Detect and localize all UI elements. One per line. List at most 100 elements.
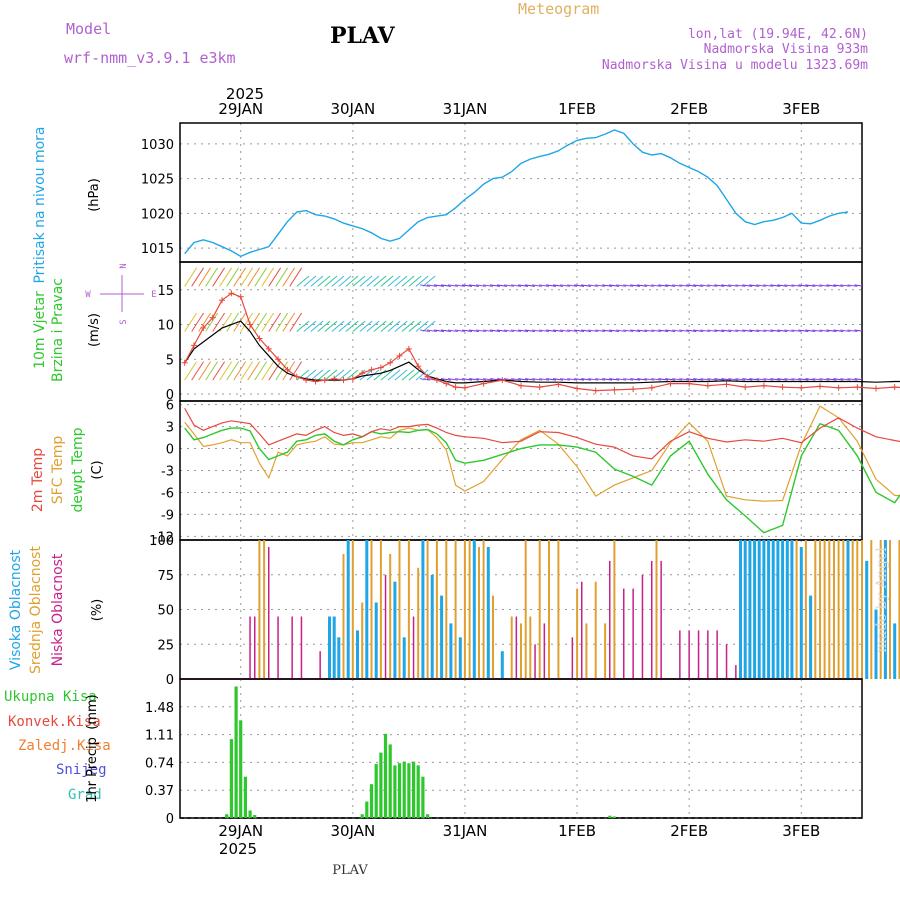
wind-arrow: [198, 267, 211, 287]
low-cloud-bar: [707, 630, 709, 679]
wind-arrow: [303, 275, 317, 287]
temp2m-line: [184, 408, 900, 460]
wind-arrow: [191, 361, 204, 381]
high-cloud-bar: [757, 540, 761, 679]
wind-arrow: [819, 284, 830, 287]
mid-cloud-bar: [833, 540, 835, 679]
wind-arrow: [812, 329, 823, 332]
mid-cloud-bar: [492, 595, 494, 679]
pressure-series-line: [184, 129, 849, 258]
top-day-label: 2FEB: [670, 100, 708, 118]
mid-cloud-bar: [468, 540, 471, 679]
ytick-label: 0: [166, 673, 174, 688]
wind-arrow: [826, 329, 837, 332]
wind-arrow: [770, 378, 781, 381]
low-cloud-bar: [609, 560, 611, 679]
wind-axis-title-2: Brzina i Pravac: [50, 278, 66, 382]
wind-arrow: [366, 369, 380, 381]
wind-arrow: [700, 329, 711, 332]
temp-axis-title-1: 2m Temp: [30, 448, 46, 512]
wind-arrow: [735, 284, 746, 287]
wind-arrow: [896, 285, 900, 286]
wind-arrow: [665, 378, 676, 381]
wind-arrow: [433, 329, 444, 332]
wind-arrow: [861, 284, 862, 286]
wind-arrow: [310, 369, 324, 381]
wind-arrow: [394, 320, 408, 332]
precip-bar: [225, 814, 229, 818]
wind-arrow: [567, 378, 578, 381]
wind-arrow: [777, 329, 788, 332]
wind-arrow: [408, 369, 422, 381]
wind-gust-marker: [405, 345, 412, 352]
wind-arrow: [247, 267, 261, 287]
model-label: Model: [66, 20, 111, 38]
mid-cloud-bar: [856, 540, 859, 679]
wind-arrow: [387, 369, 401, 381]
wind-arrow: [310, 320, 324, 332]
wind-arrow: [338, 275, 352, 287]
wind-arrow: [616, 284, 627, 287]
mid-cloud-bar: [478, 547, 480, 679]
cloud-panel: 0 25 50 75 100: [149, 534, 900, 688]
wind-arrow: [261, 361, 275, 381]
ytick-label: 75: [157, 569, 174, 584]
mid-cloud-bar: [870, 540, 873, 679]
wind-gust-marker: [200, 325, 207, 332]
high-cloud-bar: [790, 540, 794, 679]
wind-arrow: [408, 275, 422, 287]
mid-cloud-bar: [795, 540, 798, 679]
wind-arrow: [651, 329, 662, 332]
panel-frame: [179, 400, 863, 541]
wind-arrow: [468, 284, 480, 287]
mid-cloud-bar: [445, 540, 448, 679]
precip-bar: [369, 784, 374, 818]
wind-arrow: [539, 378, 550, 381]
wind-arrow: [693, 378, 704, 381]
wind-arrow: [408, 320, 422, 332]
high-cloud-bar: [785, 540, 789, 679]
wind-arrow: [497, 329, 508, 332]
wind-arrow: [261, 267, 275, 287]
wind-arrow: [518, 329, 529, 332]
precip-legend-total: Ukupna Kisa: [4, 689, 97, 705]
wind-arrow: [352, 275, 366, 287]
precip-bar: [229, 739, 233, 818]
wind-arrow: [212, 267, 226, 287]
wind-arrow: [461, 284, 473, 287]
wind-arrow: [426, 284, 437, 287]
mid-cloud-bar: [557, 540, 560, 679]
cloud-axis-unit: (%): [90, 599, 105, 622]
wind-arrow: [454, 329, 466, 332]
wind-gust-marker: [191, 342, 198, 349]
wind-arrow: [609, 378, 620, 381]
wind-arrow: [233, 312, 247, 332]
ytick-label: 0: [166, 388, 174, 403]
low-cloud-bar: [660, 560, 662, 679]
wind-arrow: [461, 378, 473, 381]
mid-cloud-bar: [351, 540, 354, 679]
wind-arrow: [268, 361, 282, 381]
wind-arrow: [861, 378, 862, 380]
wind-arrow: [616, 329, 627, 332]
low-cloud-bar: [300, 616, 303, 679]
high-cloud-bar: [762, 540, 766, 679]
wind-arrow: [714, 329, 725, 332]
ytick-label: -3: [161, 465, 174, 480]
top-day-label: 31JAN: [443, 100, 488, 118]
dewpt-temp-line: [184, 422, 900, 534]
mid-cloud-bar: [482, 540, 485, 679]
wind-arrow: [707, 329, 718, 332]
wind-gust-marker: [265, 345, 272, 352]
wind-arrow: [882, 285, 892, 286]
ytick-label: 0: [166, 443, 174, 458]
wind-arrow: [756, 378, 767, 381]
high-cloud-bar: [739, 540, 742, 679]
wind-gust-marker: [443, 380, 450, 387]
wind-gust-marker: [340, 377, 347, 384]
high-cloud-bar: [753, 540, 757, 679]
wind-arrow: [735, 329, 746, 332]
bottom-day-label: 2FEB: [670, 822, 708, 840]
wind-arrow: [826, 284, 837, 287]
wind-arrow: [721, 284, 732, 287]
